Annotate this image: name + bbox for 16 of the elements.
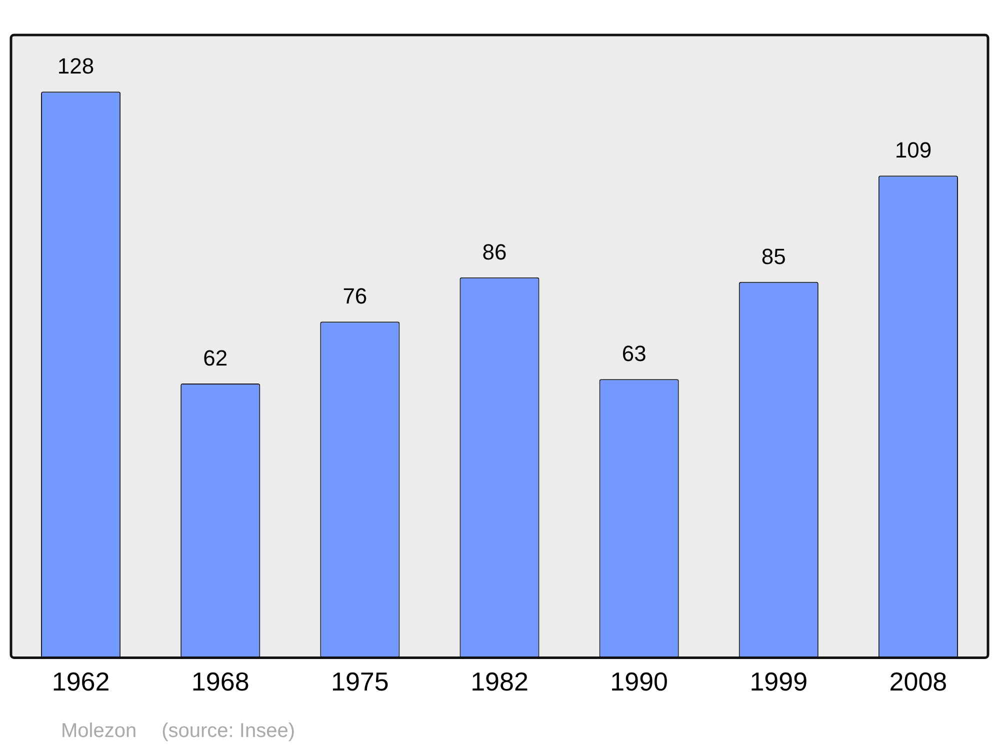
- text: Molezon: [61, 720, 137, 742]
- x-tick-label: 1962: [52, 666, 110, 697]
- x-tick-label: 1982: [470, 666, 528, 697]
- data-label: 109: [894, 138, 932, 163]
- x-tick-label: 1990: [610, 666, 668, 697]
- data-label: 62: [203, 346, 228, 371]
- x-tick-label: 2008: [889, 666, 948, 697]
- data-label: 86: [482, 239, 507, 264]
- x-tick-label: 1975: [331, 666, 389, 697]
- data-label: 63: [622, 341, 646, 366]
- data-label: 76: [342, 284, 368, 309]
- x-tick-label: 1968: [191, 666, 250, 697]
- data-label: 128: [57, 54, 94, 79]
- data-label: 85: [761, 244, 786, 269]
- text: (source: Insee): [162, 720, 295, 742]
- x-tick-label: 1999: [750, 666, 808, 697]
